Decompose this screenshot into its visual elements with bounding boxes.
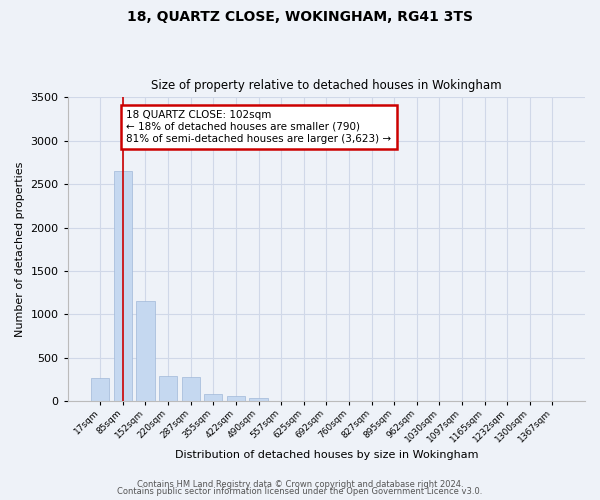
Bar (250, 398, 268, 402)
X-axis label: Distribution of detached houses by size in Wokingham: Distribution of detached houses by size … (175, 450, 478, 460)
Bar (91, 378, 109, 402)
Bar (159, 376, 177, 402)
Text: 18 QUARTZ CLOSE: 102sqm
← 18% of detached houses are smaller (790)
81% of semi-d: 18 QUARTZ CLOSE: 102sqm ← 18% of detache… (126, 110, 391, 144)
Y-axis label: Number of detached properties: Number of detached properties (15, 162, 25, 337)
Bar (114, 171, 132, 402)
Bar (182, 376, 200, 402)
Text: Contains public sector information licensed under the Open Government Licence v3: Contains public sector information licen… (118, 487, 482, 496)
Text: Contains HM Land Registry data © Crown copyright and database right 2024.: Contains HM Land Registry data © Crown c… (137, 480, 463, 489)
Bar (227, 396, 245, 402)
Bar (136, 302, 155, 402)
Title: Size of property relative to detached houses in Wokingham: Size of property relative to detached ho… (151, 79, 502, 92)
Bar (204, 394, 223, 402)
Text: 18, QUARTZ CLOSE, WOKINGHAM, RG41 3TS: 18, QUARTZ CLOSE, WOKINGHAM, RG41 3TS (127, 10, 473, 24)
